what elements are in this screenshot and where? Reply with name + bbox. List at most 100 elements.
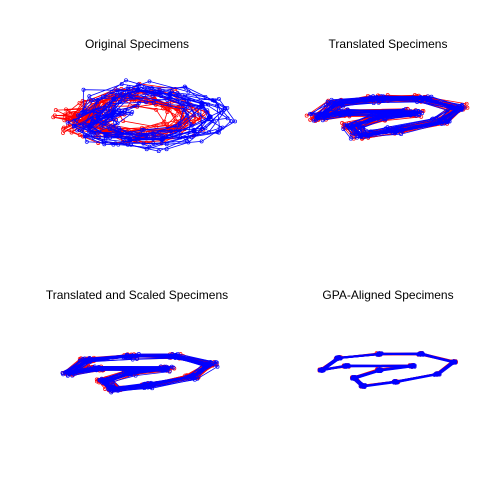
landmark-point (206, 102, 211, 107)
landmark-point (102, 142, 107, 147)
landmark-point (116, 88, 120, 93)
landmark-point (124, 78, 128, 83)
landmark-point (83, 107, 88, 112)
mean-landmark (411, 109, 417, 116)
landmark-point (162, 119, 167, 124)
landmark-point (65, 120, 70, 125)
specimen-outline (84, 98, 224, 145)
mean-landmark (199, 100, 205, 107)
specimen-outline (323, 94, 469, 135)
landmark-point (186, 140, 191, 145)
mean-landmark (419, 96, 426, 102)
landmark-point (213, 360, 218, 365)
landmark-point (342, 122, 347, 127)
landmark-point (215, 364, 220, 369)
landmark-point (320, 118, 325, 123)
mean-landmark (437, 118, 443, 125)
landmark-point (418, 110, 423, 115)
landmark-point (75, 128, 80, 133)
landmark-point (200, 126, 205, 131)
panel-gpa: GPA-Aligned Specimens (317, 288, 458, 389)
mean-landmark (167, 91, 173, 98)
landmark-point (434, 116, 438, 121)
landmark-point (91, 135, 96, 140)
mean-landmark (343, 363, 349, 369)
landmark-point (154, 107, 159, 112)
landmark-point (93, 110, 98, 115)
mean-landmark (314, 114, 321, 120)
landmark-point (199, 139, 204, 144)
landmark-point (460, 102, 465, 107)
mean-landmark (71, 114, 77, 120)
landmark-point (173, 118, 178, 123)
mean-landmark (376, 114, 382, 120)
panel-title-gpa: GPA-Aligned Specimens (322, 288, 453, 302)
landmark-point (167, 369, 172, 374)
mean-landmark (207, 114, 213, 120)
mean-landmark (127, 136, 133, 143)
panel-translated-scaled: Translated and Scaled Specimens (46, 288, 228, 395)
landmark-point (345, 123, 350, 128)
landmark-point (222, 107, 227, 112)
landmark-point (183, 135, 188, 140)
plot-area-translated (304, 93, 470, 141)
landmark-point (79, 358, 84, 363)
landmark-point (116, 126, 121, 130)
landmark-point (73, 124, 78, 128)
landmark-point (82, 134, 87, 139)
landmark-point (399, 132, 404, 137)
landmark-point (61, 130, 65, 135)
mean-landmark (360, 383, 366, 389)
landmark-point (165, 98, 170, 102)
landmark-point (99, 124, 104, 129)
landmark-point (385, 125, 390, 130)
landmark-point (196, 104, 201, 109)
landmark-point (79, 122, 84, 127)
mean-landmark (111, 96, 117, 102)
landmark-point (89, 116, 94, 121)
landmark-point (161, 106, 166, 111)
landmark-point (125, 87, 130, 91)
landmark-point (414, 113, 419, 118)
panel-original: Original Specimens (51, 37, 237, 154)
landmark-point (182, 84, 187, 89)
specimen-outline (90, 83, 226, 138)
landmark-point (121, 97, 126, 101)
mean-landmark (135, 87, 141, 93)
specimen-outline (81, 91, 191, 144)
series-specimens (317, 350, 458, 389)
specimen-outline (55, 88, 178, 133)
landmark-point (186, 89, 191, 94)
landmark-point (95, 97, 100, 102)
landmark-point (341, 127, 346, 131)
landmark-point (129, 111, 134, 116)
landmark-point (151, 131, 155, 136)
landmark-point (61, 127, 65, 132)
specimen-outline (74, 83, 188, 139)
landmark-point (60, 371, 65, 375)
landmark-point (462, 105, 467, 110)
landmark-point (115, 121, 120, 126)
mean-landmark (341, 109, 347, 116)
mean-landmark (454, 105, 461, 111)
landmark-point (216, 96, 221, 101)
specimen-outline (310, 95, 454, 133)
mean-landmark (128, 370, 134, 376)
landmark-point (192, 377, 197, 382)
mean-landmark (163, 366, 169, 372)
landmark-point (122, 139, 127, 144)
mean-landmark (171, 353, 178, 360)
landmark-point (172, 366, 177, 371)
landmark-point (52, 113, 57, 118)
landmark-point (349, 132, 354, 137)
mean-landmark (409, 363, 415, 369)
specimen-outline (76, 97, 215, 150)
plot-area-translated-scaled (60, 351, 220, 395)
landmark-point (416, 109, 421, 114)
specimen-outline (76, 93, 200, 146)
landmark-point (150, 93, 155, 98)
landmark-point (464, 101, 469, 106)
landmark-point (88, 98, 93, 102)
